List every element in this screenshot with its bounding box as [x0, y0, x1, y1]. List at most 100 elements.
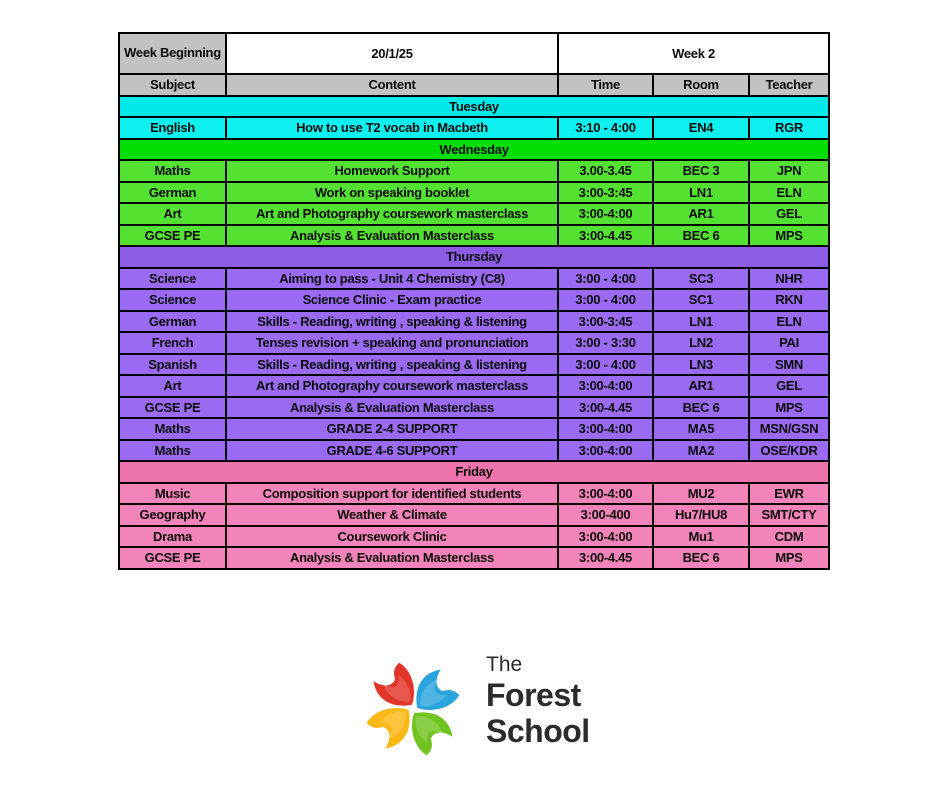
timetable: Week Beginning 20/1/25 Week 2 Subject Co…: [117, 32, 831, 570]
logo-text: The Forest School: [486, 654, 590, 747]
pinwheel-icon: [366, 662, 460, 756]
day-header-friday: Friday: [117, 460, 831, 484]
cell-room: BEC 3: [652, 159, 750, 183]
timetable-row: Maths GRADE 4-6 SUPPORT 3:00-4:00 MA2 OSE/KD…: [118, 438, 831, 462]
cell-subject: Science: [118, 288, 227, 312]
col-header-time: Time: [557, 73, 654, 97]
cell-subject: Art: [118, 374, 227, 398]
logo-line-forest: Forest: [486, 677, 581, 713]
cell-time: 3:00 - 4:00: [557, 352, 654, 376]
cell-subject: English: [118, 116, 227, 140]
cell-subject: Geography: [118, 503, 227, 527]
timetable-row: GCSE PE Analysis & Evaluation Masterclass…: [118, 395, 831, 419]
cell-subject: Music: [118, 481, 227, 505]
day-header-row-wednesday: Wednesday: [117, 137, 831, 161]
day-header-tuesday: Tuesday: [117, 94, 831, 118]
cell-room: BEC 6: [652, 223, 750, 247]
cell-time: 3:00-400: [557, 503, 654, 527]
cell-subject: GCSE PE: [118, 546, 227, 570]
cell-content: Aiming to pass - Unit 4 Chemistry (C8): [225, 266, 559, 290]
col-header-content: Content: [225, 73, 559, 97]
cell-subject: Spanish: [118, 352, 227, 376]
cell-time: 3:00-3:45: [557, 309, 654, 333]
cell-room: EN4: [652, 116, 750, 140]
cell-room: MA2: [652, 438, 750, 462]
cell-teacher: OSE/KDR: [747, 438, 831, 462]
week-number: Week 2: [556, 32, 831, 75]
cell-teacher: RGR: [747, 116, 831, 140]
cell-subject: Drama: [118, 524, 227, 548]
cell-teacher: NHR: [747, 266, 831, 290]
cell-content: Skills - Reading, writing , speaking & l…: [225, 352, 559, 376]
cell-subject: Art: [118, 202, 227, 226]
timetable-row: GCSE PE Analysis & Evaluation Masterclass…: [118, 223, 831, 247]
day-header-row-thursday: Thursday: [117, 245, 831, 269]
cell-subject: German: [118, 309, 227, 333]
col-header-room: Room: [652, 73, 750, 97]
cell-room: AR1: [652, 202, 750, 226]
timetable-row: German Skills - Reading, writing , speaki…: [118, 309, 831, 333]
cell-room: MA5: [652, 417, 750, 441]
cell-content: GRADE 4-6 SUPPORT: [225, 438, 559, 462]
cell-content: Weather & Climate: [225, 503, 559, 527]
week-date: 20/1/25: [225, 32, 559, 75]
timetable-row: Art Art and Photography coursework master…: [118, 374, 831, 398]
timetable-row: English How to use T2 vocab in Macbeth 3:1…: [118, 116, 831, 140]
week-beginning-label: Week Beginning: [118, 32, 227, 75]
cell-teacher: ELN: [747, 309, 831, 333]
logo-line-the: The: [486, 653, 523, 676]
cell-teacher: MPS: [747, 223, 831, 247]
cell-subject: Maths: [118, 159, 227, 183]
cell-content: Composition support for identified stude…: [225, 481, 559, 505]
cell-subject: GCSE PE: [118, 395, 227, 419]
cell-time: 3:00-4.45: [557, 395, 654, 419]
cell-room: Hu7/HU8: [652, 503, 750, 527]
forest-school-logo: The Forest School: [352, 644, 590, 774]
cell-time: 3:00-4:00: [557, 374, 654, 398]
cell-room: LN1: [652, 309, 750, 333]
cell-content: Art and Photography coursework mastercla…: [225, 374, 559, 398]
col-header-subject: Subject: [118, 73, 227, 97]
timetable-row: GCSE PE Analysis & Evaluation Masterclass…: [118, 546, 831, 570]
day-header-row-tuesday: Tuesday: [117, 94, 831, 118]
cell-teacher: GEL: [747, 374, 831, 398]
timetable-row: Science Science Clinic - Exam practice 3:0…: [118, 288, 831, 312]
cell-time: 3:00 - 3:30: [557, 331, 654, 355]
cell-room: BEC 6: [652, 546, 750, 570]
cell-time: 3:00 - 4:00: [557, 288, 654, 312]
cell-content: GRADE 2-4 SUPPORT: [225, 417, 559, 441]
cell-subject: Science: [118, 266, 227, 290]
week-header-row: Week Beginning 20/1/25 Week 2: [118, 32, 831, 75]
cell-subject: German: [118, 180, 227, 204]
day-header-row-friday: Friday: [117, 460, 831, 484]
cell-content: Skills - Reading, writing , speaking & l…: [225, 309, 559, 333]
timetable-row: Maths GRADE 2-4 SUPPORT 3:00-4:00 MA5 MSN/GS…: [118, 417, 831, 441]
cell-content: Analysis & Evaluation Masterclass: [225, 223, 559, 247]
cell-room: LN3: [652, 352, 750, 376]
cell-time: 3:00-4:00: [557, 438, 654, 462]
cell-time: 3:00-4:00: [557, 481, 654, 505]
cell-teacher: RKN: [747, 288, 831, 312]
cell-subject: GCSE PE: [118, 223, 227, 247]
cell-room: BEC 6: [652, 395, 750, 419]
cell-time: 3:00 - 4:00: [557, 266, 654, 290]
cell-content: Homework Support: [225, 159, 559, 183]
cell-time: 3.00-3.45: [557, 159, 654, 183]
cell-room: LN1: [652, 180, 750, 204]
column-header-row: Subject Content Time Room Teacher: [118, 73, 831, 97]
cell-teacher: MPS: [747, 546, 831, 570]
timetable-row: German Work on speaking booklet 3:00-3:45 L…: [118, 180, 831, 204]
logo-line-school: School: [486, 713, 590, 749]
cell-room: SC1: [652, 288, 750, 312]
timetable-row: Geography Weather & Climate 3:00-400 Hu7/HU…: [118, 503, 831, 527]
cell-subject: Maths: [118, 417, 227, 441]
timetable-row: Maths Homework Support 3.00-3.45 BEC 3 JPN: [118, 159, 831, 183]
cell-teacher: ELN: [747, 180, 831, 204]
cell-content: Coursework Clinic: [225, 524, 559, 548]
cell-content: Science Clinic - Exam practice: [225, 288, 559, 312]
cell-room: Mu1: [652, 524, 750, 548]
timetable-row: French Tenses revision + speaking and pro…: [118, 331, 831, 355]
cell-time: 3:00-4:00: [557, 524, 654, 548]
cell-room: SC3: [652, 266, 750, 290]
